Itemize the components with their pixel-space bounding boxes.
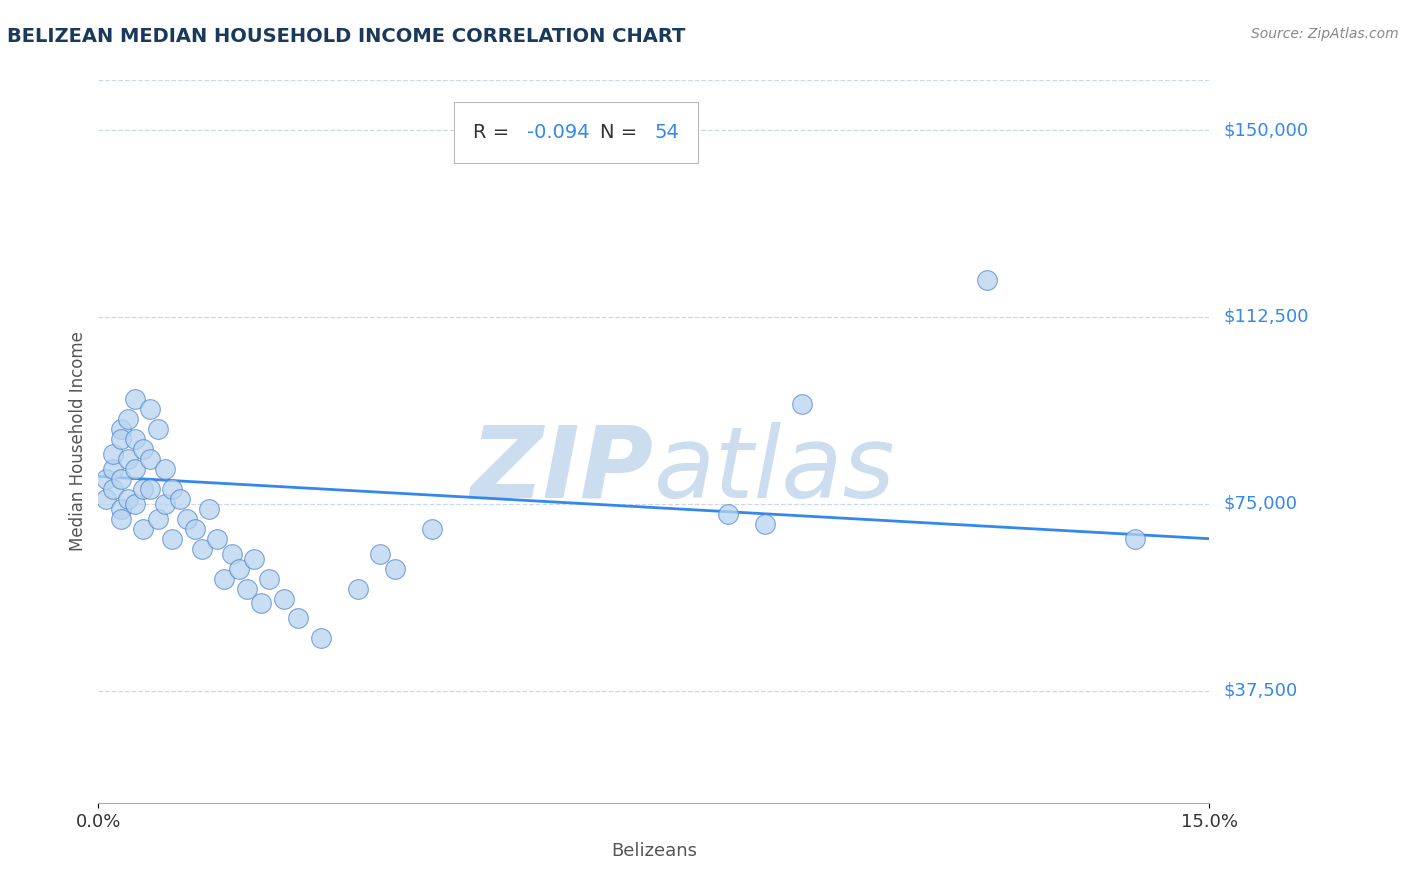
Point [117,452,139,467]
Point [228,561,250,575]
Point [117,491,139,506]
Point [205,532,228,546]
Text: $37,500: $37,500 [1223,681,1298,699]
Point [243,551,266,566]
Text: $112,500: $112,500 [1223,308,1309,326]
Point [132,522,155,536]
Point [117,412,139,426]
Point [110,432,132,446]
Point [309,632,332,646]
Point [110,422,132,436]
Point [139,482,162,496]
Text: Source: ZipAtlas.com: Source: ZipAtlas.com [1251,27,1399,41]
Point [976,272,998,286]
Text: ZIP: ZIP [471,422,654,519]
Point [139,452,162,467]
Point [103,462,125,476]
Point [384,561,406,575]
Point [183,522,205,536]
Point [124,497,146,511]
Point [162,532,184,546]
Point [1123,532,1146,546]
Point [214,572,236,586]
Text: BELIZEAN MEDIAN HOUSEHOLD INCOME CORRELATION CHART: BELIZEAN MEDIAN HOUSEHOLD INCOME CORRELA… [7,27,685,45]
Point [790,397,813,411]
Text: $150,000: $150,000 [1223,121,1308,139]
Point [287,611,309,625]
Point [103,447,125,461]
Point [146,512,169,526]
Point [176,512,198,526]
Point [153,497,176,511]
Point [110,472,132,486]
Point [94,491,117,506]
Point [153,462,176,476]
Point [235,582,257,596]
X-axis label: Belizeans: Belizeans [610,842,697,860]
Point [257,572,280,586]
Text: atlas: atlas [654,422,896,519]
Point [273,591,295,606]
Point [420,522,443,536]
Text: $75,000: $75,000 [1223,495,1298,513]
Point [110,512,132,526]
Point [132,442,155,456]
Point [221,547,243,561]
Point [754,516,776,531]
Point [146,422,169,436]
Point [124,392,146,407]
Point [162,482,184,496]
Point [169,491,191,506]
Point [94,472,117,486]
Point [124,432,146,446]
Point [717,507,740,521]
Point [139,402,162,417]
Point [250,597,273,611]
Y-axis label: Median Household Income: Median Household Income [69,332,87,551]
Point [368,547,391,561]
Point [124,462,146,476]
Point [191,541,214,556]
Point [198,501,221,516]
Point [103,482,125,496]
Point [132,482,155,496]
Point [110,501,132,516]
Point [346,582,368,596]
